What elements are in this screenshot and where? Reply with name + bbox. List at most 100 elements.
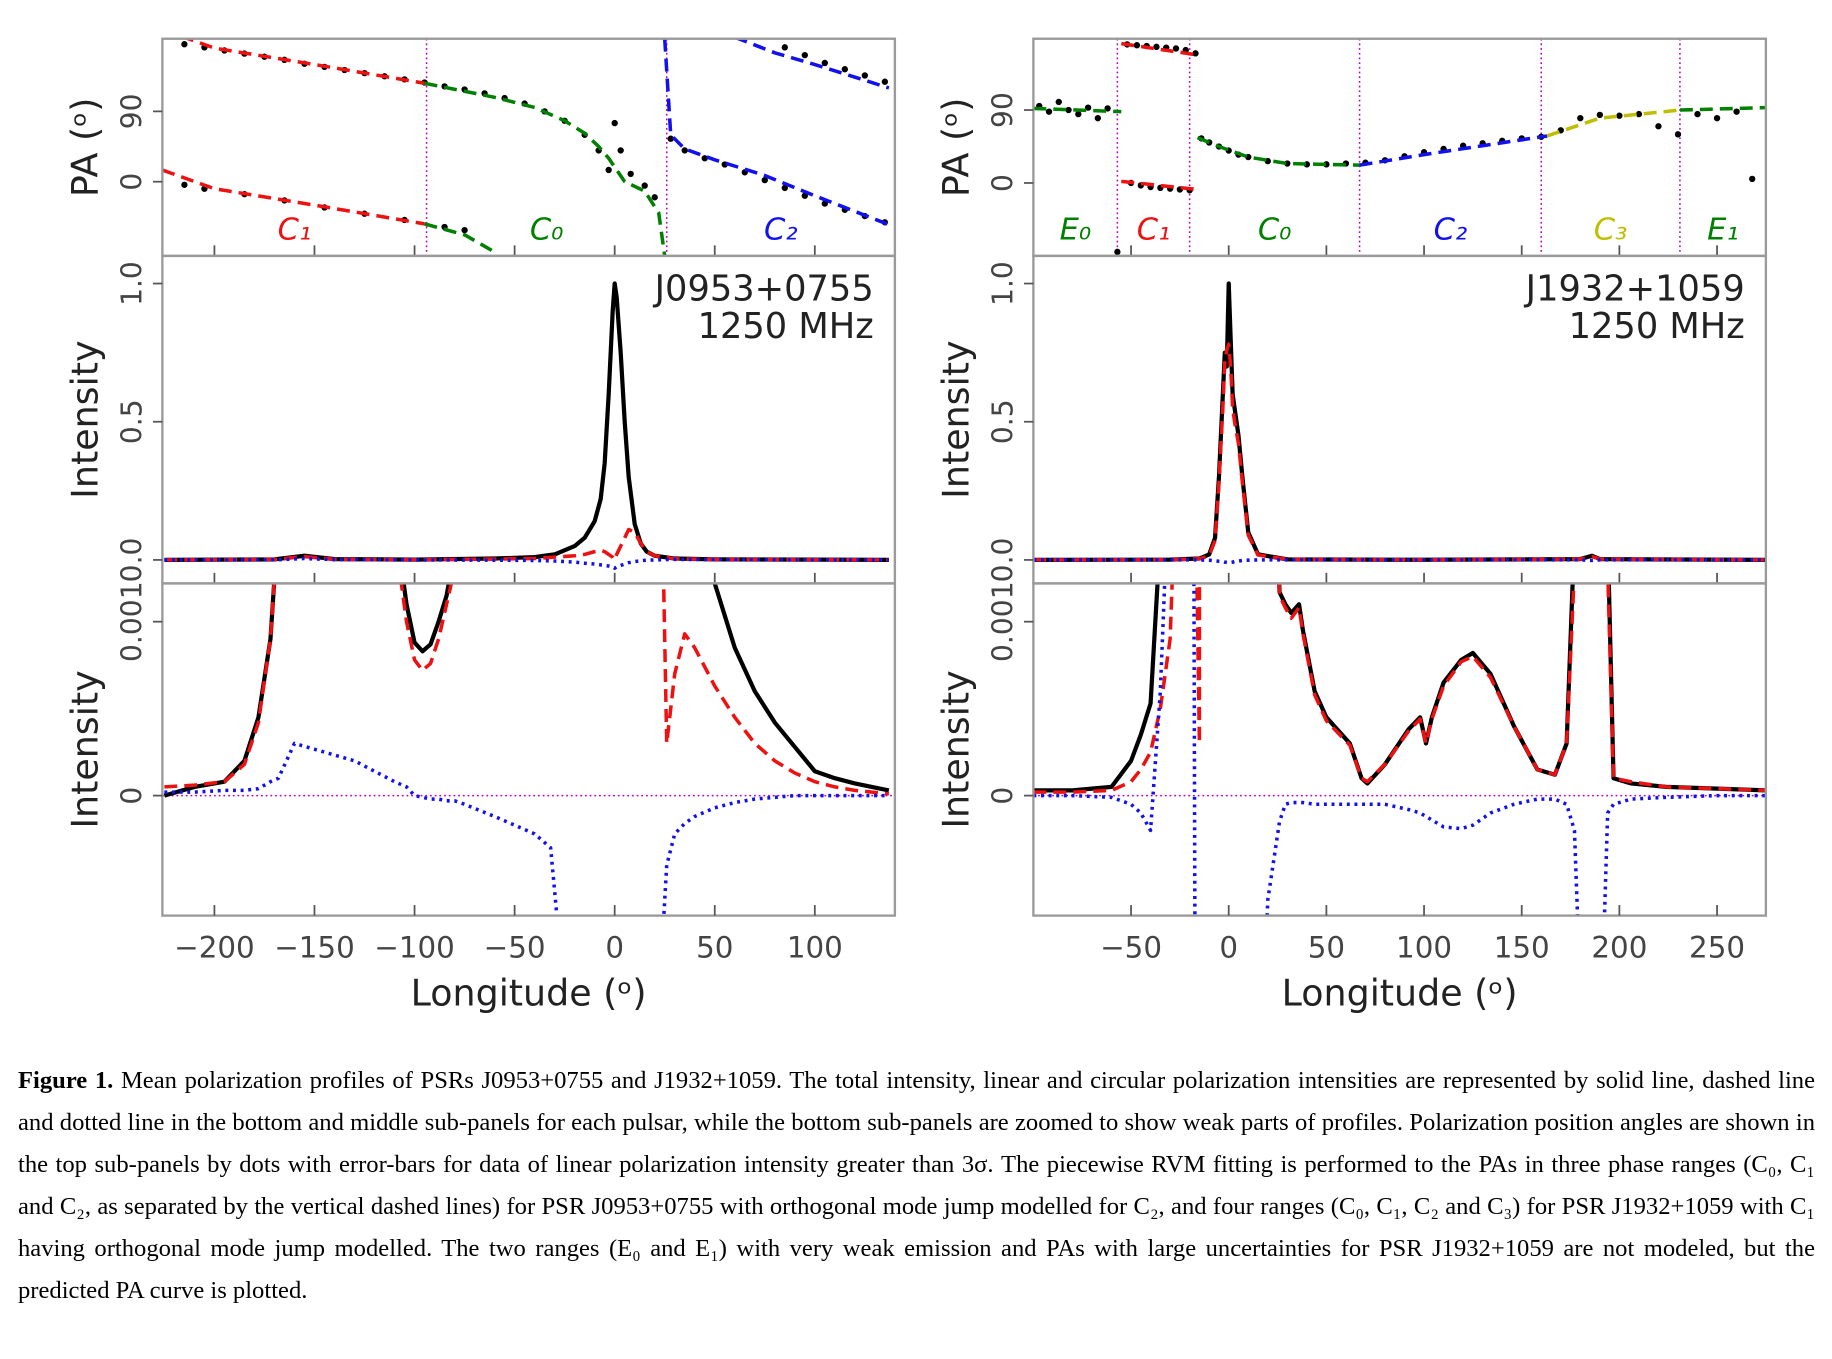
dashed-line (1359, 134, 1548, 167)
annotation: J1932+1059 (1524, 268, 1745, 309)
pa-point (181, 41, 188, 48)
dotted-line (1033, 583, 1766, 916)
plot-area (1033, 281, 1766, 565)
x-tick-label: 50 (1308, 930, 1345, 964)
pa-point (1577, 114, 1584, 122)
x-tick-label: 100 (787, 930, 843, 964)
pa-point (617, 147, 624, 154)
y-tick-label: 0 (986, 787, 1019, 805)
y-tick-label: 0.0 (115, 538, 148, 583)
plot-area (162, 583, 895, 916)
x-tick-label: 0 (605, 930, 624, 964)
x-tick-label: 50 (696, 930, 733, 964)
dashed-line (1033, 106, 1122, 114)
pa-point (1733, 108, 1740, 115)
pa-point (1094, 114, 1102, 122)
y-tick-label: 0.001 (986, 581, 1019, 662)
y-axis-label: PA (ᵒ) (63, 98, 106, 197)
pa-point (1749, 175, 1756, 183)
solid-line (1033, 583, 1766, 793)
component-label: C₁ (278, 213, 312, 248)
dashed-line (1196, 135, 1360, 167)
x-tick-label: −100 (374, 930, 455, 964)
x-tick-label: 100 (1396, 930, 1452, 964)
pa-point (1114, 248, 1121, 256)
pa-point (781, 44, 788, 51)
dashed-line (1033, 583, 1766, 794)
plot-area (1033, 38, 1766, 256)
pa-point (1153, 43, 1160, 51)
pa-point (821, 59, 828, 67)
dashed-line (1546, 108, 1681, 138)
x-tick-label: 250 (1689, 930, 1745, 964)
dashed-line (1121, 41, 1198, 57)
y-tick-label: 1.0 (115, 261, 148, 306)
pa-point (605, 166, 612, 174)
dashed-line (1121, 179, 1198, 192)
dashed-line (183, 38, 425, 85)
component-label: C₂ (764, 213, 798, 248)
y-tick-label: 0.001 (115, 581, 148, 662)
dotted-line (1033, 558, 1766, 565)
caption-text: Mean polarization profiles of PSRs J0953… (18, 1067, 1815, 1304)
y-tick-label: 0 (986, 174, 1019, 192)
pa-point (1635, 110, 1643, 118)
caption-label: Figure 1. (18, 1067, 114, 1094)
component-label: C₀ (530, 213, 564, 248)
pa-point (1694, 110, 1701, 118)
pa-point (1084, 104, 1092, 111)
dashed-line (424, 81, 667, 256)
dashed-line (424, 222, 496, 254)
pa-point (627, 170, 634, 178)
y-tick-label: 0.5 (986, 399, 1019, 444)
x-tick-label: 150 (1494, 930, 1550, 964)
axes-frame (161, 582, 897, 917)
caption: Figure 1. Mean polarization profiles of … (18, 1060, 1815, 1312)
pa-point (667, 135, 674, 142)
pa-point (881, 78, 889, 85)
pa-point (1045, 108, 1053, 115)
pa-point (701, 155, 708, 162)
pa-point (611, 119, 618, 127)
pa-point (181, 181, 188, 188)
plot-area (164, 281, 889, 570)
x-axis-label: Longitude (ᵒ) (1282, 972, 1518, 1015)
dashed-line (1033, 342, 1766, 562)
y-axis-label: Intensity (63, 340, 106, 498)
dashed-line (164, 583, 890, 796)
pa-point (781, 184, 788, 192)
y-axis-label: Intensity (934, 670, 977, 828)
x-tick-label: 0 (1219, 930, 1238, 964)
y-axis-label: Intensity (934, 340, 977, 498)
pa-point (1616, 112, 1623, 119)
pa-point (641, 182, 648, 189)
pa-point (841, 66, 849, 73)
x-tick-label: 200 (1591, 930, 1647, 964)
axes-frame (1032, 582, 1768, 917)
x-tick-label: −50 (484, 930, 546, 964)
pa-point (681, 147, 688, 154)
y-tick-label: 0.5 (115, 399, 148, 444)
y-tick-label: 0 (115, 173, 148, 191)
pa-point (1674, 131, 1682, 138)
pa-point (1133, 42, 1141, 49)
component-label: C₂ (1434, 213, 1468, 248)
pa-point (1655, 123, 1662, 130)
x-tick-label: −50 (1100, 930, 1162, 964)
pa-point (761, 176, 768, 184)
y-tick-label: 1.0 (986, 261, 1019, 306)
solid-line (163, 583, 890, 798)
pa-point (1055, 98, 1062, 106)
pa-point (861, 72, 869, 79)
component-label: E₀ (1060, 213, 1092, 248)
annotation: J0953+0755 (653, 268, 874, 309)
dashed-line (1679, 105, 1766, 112)
component-label: E₁ (1707, 213, 1739, 248)
annotation: 1250 MHz (1569, 306, 1745, 347)
pa-point (461, 226, 468, 234)
dotted-line (164, 556, 889, 570)
pa-point (801, 51, 808, 59)
